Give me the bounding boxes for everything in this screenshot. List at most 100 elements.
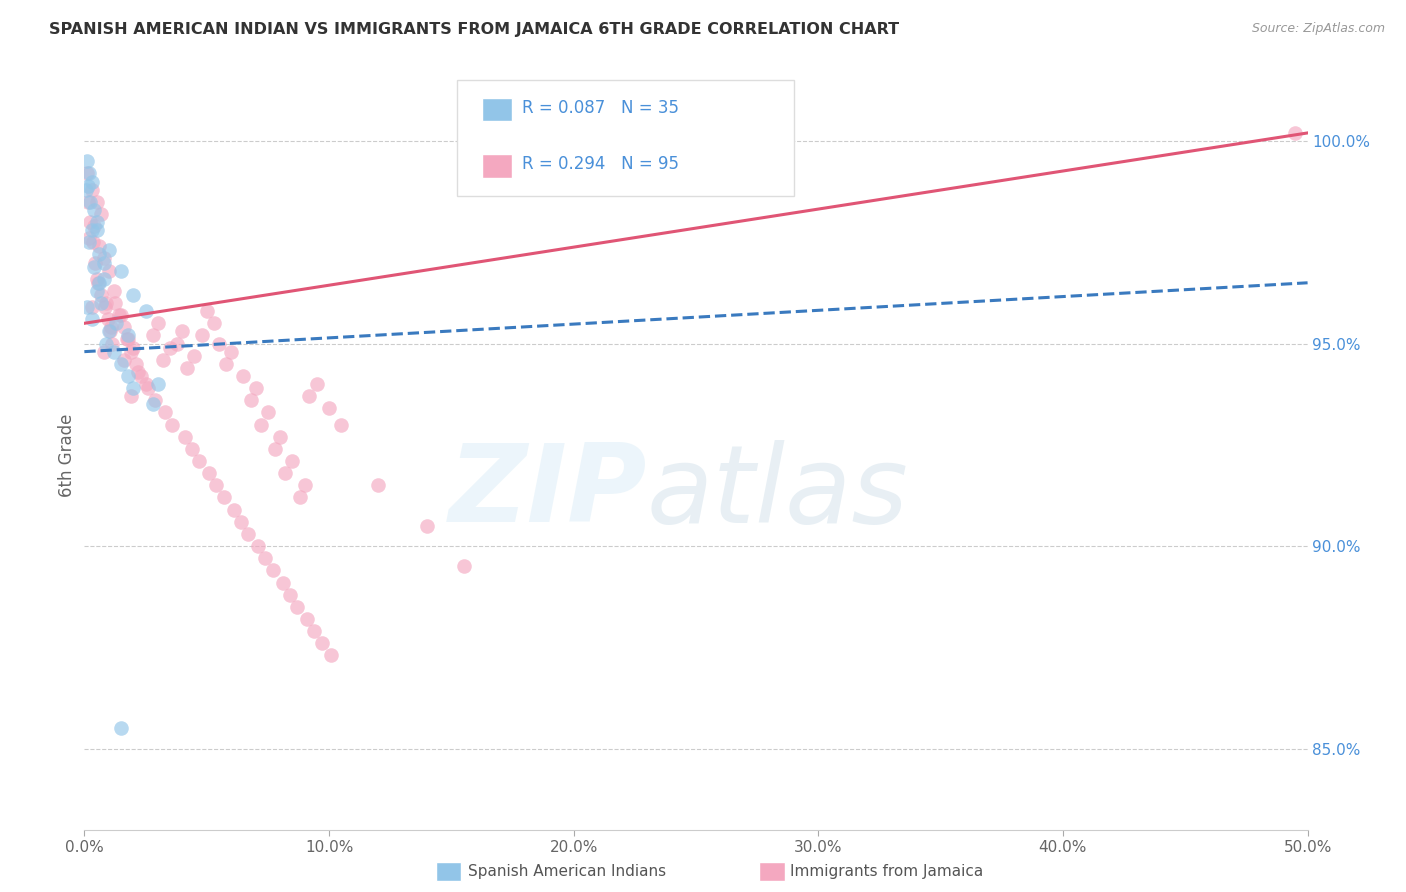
Point: [77, 194, 100, 209]
Point: [110, 308, 132, 322]
Text: Source: ZipAtlas.com: Source: ZipAtlas.com: [1251, 22, 1385, 36]
Point: [219, 344, 242, 359]
Point: [86, 271, 108, 285]
Point: [172, 325, 194, 339]
Point: [191, 328, 214, 343]
Point: [321, 648, 343, 663]
Point: [166, 336, 188, 351]
Point: [257, 405, 280, 419]
Point: [87, 276, 110, 290]
Point: [173, 430, 195, 444]
Point: [122, 288, 145, 302]
Point: [188, 454, 211, 468]
Point: [183, 349, 205, 363]
Point: [84, 255, 107, 269]
Point: [103, 284, 125, 298]
Point: [94, 300, 117, 314]
Point: [93, 255, 115, 269]
Point: [90, 296, 112, 310]
Point: [83, 202, 105, 217]
Point: [79, 215, 101, 229]
Point: [239, 393, 262, 408]
Point: [453, 559, 475, 574]
Point: [97, 263, 120, 277]
Point: [112, 352, 135, 367]
Point: [105, 316, 128, 330]
Point: [285, 599, 308, 614]
Point: [249, 417, 271, 432]
Point: [278, 588, 301, 602]
Point: [294, 478, 316, 492]
Point: [97, 244, 120, 258]
Point: [146, 377, 169, 392]
Point: [117, 333, 139, 347]
Point: [86, 284, 108, 298]
Text: R = 0.294   N = 95: R = 0.294 N = 95: [522, 155, 679, 173]
Point: [318, 401, 340, 416]
Point: [110, 721, 132, 735]
Point: [1284, 126, 1306, 140]
Point: [77, 166, 100, 180]
Y-axis label: 6th Grade: 6th Grade: [58, 413, 76, 497]
Point: [80, 183, 103, 197]
Point: [104, 296, 127, 310]
Point: [288, 491, 311, 505]
Point: [87, 276, 110, 290]
Point: [215, 357, 238, 371]
Point: [367, 478, 389, 492]
Point: [305, 377, 328, 392]
Point: [129, 368, 152, 383]
Point: [245, 381, 267, 395]
FancyBboxPatch shape: [457, 80, 794, 196]
Point: [143, 393, 166, 408]
Point: [152, 352, 174, 367]
Point: [125, 357, 148, 371]
Point: [212, 491, 235, 505]
Point: [247, 539, 270, 553]
Point: [146, 316, 169, 330]
Point: [229, 515, 252, 529]
Text: Spanish American Indians: Spanish American Indians: [468, 864, 666, 879]
Point: [135, 377, 157, 392]
Bar: [482, 97, 513, 121]
Point: [101, 336, 124, 351]
Point: [330, 417, 353, 432]
Point: [416, 518, 439, 533]
Text: SPANISH AMERICAN INDIAN VS IMMIGRANTS FROM JAMAICA 6TH GRADE CORRELATION CHART: SPANISH AMERICAN INDIAN VS IMMIGRANTS FR…: [49, 22, 900, 37]
Point: [82, 235, 104, 250]
Point: [281, 454, 304, 468]
Point: [254, 551, 277, 566]
Point: [311, 636, 333, 650]
Point: [79, 194, 101, 209]
Point: [271, 575, 294, 590]
Point: [153, 405, 176, 419]
Point: [83, 219, 105, 233]
Point: [90, 207, 112, 221]
Point: [97, 312, 120, 326]
Point: [77, 178, 100, 193]
Point: [269, 430, 291, 444]
Point: [76, 300, 98, 314]
Point: [264, 442, 287, 456]
Point: [86, 194, 108, 209]
Point: [122, 381, 145, 395]
Point: [80, 300, 103, 314]
Point: [208, 336, 231, 351]
Point: [110, 263, 132, 277]
Point: [298, 389, 321, 403]
Point: [122, 341, 145, 355]
Point: [77, 235, 100, 250]
Point: [159, 341, 181, 355]
Point: [98, 325, 121, 339]
Point: [110, 357, 132, 371]
Point: [295, 612, 318, 626]
Point: [76, 166, 98, 180]
Point: [222, 502, 245, 516]
Point: [142, 328, 165, 343]
Point: [96, 336, 118, 351]
Point: [162, 417, 184, 432]
Point: [115, 333, 138, 347]
Point: [112, 320, 135, 334]
Point: [100, 320, 122, 334]
Point: [205, 478, 228, 492]
